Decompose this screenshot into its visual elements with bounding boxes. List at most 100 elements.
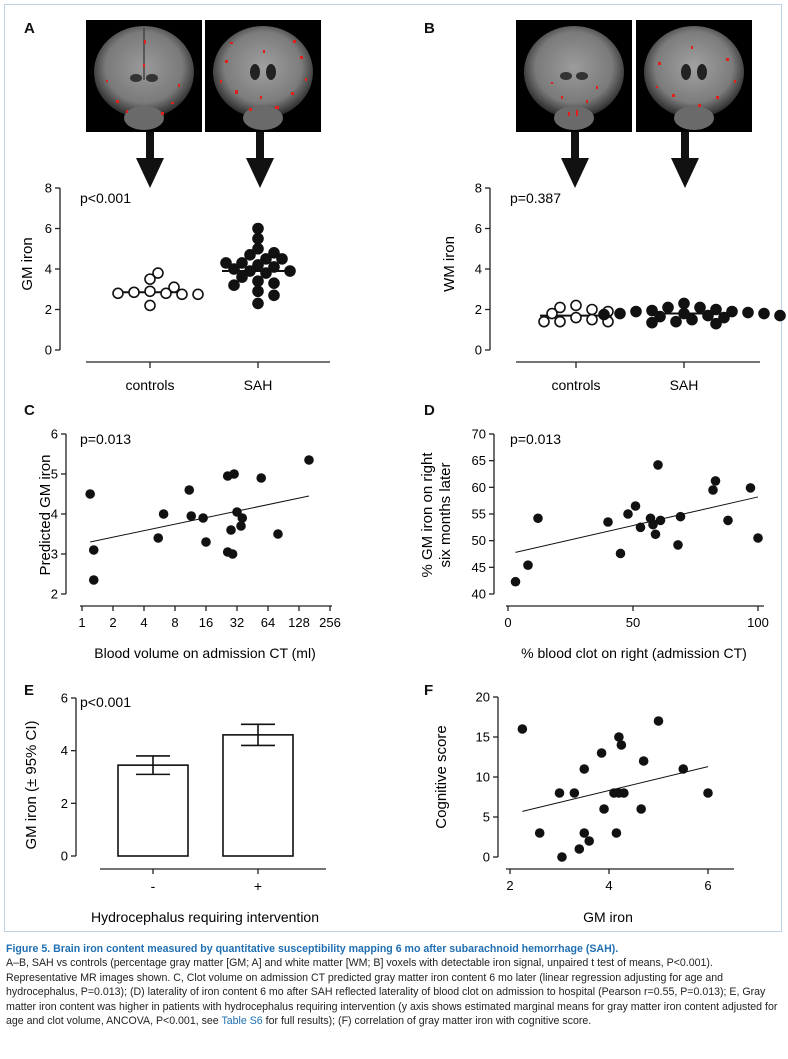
arrow-control-b	[571, 132, 579, 162]
panel-d-pvalue: p=0.013	[510, 431, 561, 447]
panel-a-data-point	[168, 281, 180, 294]
panel-d-data-point	[630, 501, 641, 511]
panel-a-data-point	[244, 249, 256, 261]
panel-d-data-point	[673, 540, 683, 550]
caption-table-link[interactable]: Table S6	[221, 1015, 263, 1028]
panel-c-x-tick-label: 32	[230, 615, 244, 630]
panel-f-y-tick-label: 15	[476, 730, 490, 745]
panel-a-data-point	[276, 253, 288, 265]
panel-d-y-tick-label: 40	[472, 587, 486, 602]
panel-f-data-point	[534, 828, 545, 838]
panel-b-data-point	[678, 297, 690, 310]
panel-a-y-tick-label: 0	[45, 343, 52, 358]
caption-body-part2: for full results); (F) correlation of gr…	[265, 1015, 592, 1028]
panel-a-data-point	[128, 286, 140, 299]
panel-c-xlabel: Blood volume on admission CT (ml)	[94, 645, 316, 661]
panel-c-data-point	[158, 509, 169, 519]
panel-c-data-point	[229, 469, 239, 479]
panel-a-data-point	[144, 285, 156, 298]
panel-label-e: E	[24, 682, 35, 699]
panel-f-data-point	[619, 788, 629, 798]
panel-a-data-point	[236, 257, 248, 269]
caption-body-part1: A–B, SAH vs controls (percentage gray ma…	[6, 957, 778, 1028]
panel-c-data-point	[184, 485, 195, 495]
panel-a-data-point	[252, 275, 264, 287]
panel-a-data-point	[252, 222, 264, 235]
panel-c-x-tick-label: 4	[140, 615, 147, 630]
panel-c-y-tick-label: 4	[51, 507, 58, 522]
panel-b-data-point	[646, 316, 658, 329]
panel-b-data-point	[742, 306, 754, 319]
panel-c-data-point	[236, 521, 246, 531]
mri-sah-wm-image	[636, 20, 752, 132]
panel-a-group-sah: SAH	[244, 377, 273, 393]
panel-c-y-tick-label: 6	[51, 427, 58, 442]
panel-a-data-point	[252, 259, 264, 271]
panel-f-data-point	[517, 724, 528, 734]
panel-a-data-point	[268, 277, 280, 289]
panel-b-data-point	[654, 310, 666, 323]
panel-c-x-tick-label: 8	[171, 615, 178, 630]
mri-control-image	[86, 20, 202, 132]
panel-c-data-point	[153, 533, 164, 543]
panel-d-data-point	[648, 519, 658, 530]
arrow-sah-b	[681, 132, 689, 162]
panel-a-data-point	[236, 271, 248, 283]
panel-c-x-tick-label: 2	[109, 615, 116, 630]
arrow-control-a-head	[136, 158, 164, 188]
panel-b-data-point	[570, 311, 582, 324]
panel-b-data-point	[554, 301, 566, 314]
panel-b-data-point	[586, 313, 598, 326]
panel-d-data-point	[745, 483, 756, 493]
panel-a-data-point	[228, 263, 240, 275]
panel-b-data-point	[694, 301, 706, 314]
panel-c-y-tick-label: 5	[51, 467, 58, 482]
panel-f-data-point	[616, 740, 627, 750]
panel-a-ylabel: GM iron	[19, 237, 36, 290]
panel-c-data-point	[198, 513, 208, 523]
panel-b-data-point	[554, 315, 566, 328]
panel-d-data-point	[753, 533, 763, 543]
panel-c-x-tick-label: 1	[78, 615, 85, 630]
panel-a-data-point	[220, 257, 232, 269]
caption-body: A–B, SAH vs controls (percentage gray ma…	[6, 956, 782, 1028]
panel-c-data-point	[237, 513, 248, 523]
panel-b-y-tick-label: 0	[475, 343, 482, 358]
arrow-control-a	[146, 132, 154, 162]
panel-c-y-tick-label: 3	[51, 547, 58, 562]
panel-b-group-controls: controls	[551, 377, 600, 393]
panel-b-data-point	[586, 303, 598, 316]
panel-f-data-point	[638, 756, 649, 766]
panel-d-y-tick-label: 45	[472, 560, 486, 575]
panel-a-data-point	[260, 267, 272, 279]
panel-a-data-point	[268, 261, 280, 273]
figure-caption: Figure 5. Brain iron content measured by…	[6, 942, 782, 1028]
panel-d-data-point	[635, 522, 646, 533]
panel-b-data-point	[598, 308, 610, 321]
mri-control-wm-image	[516, 20, 632, 132]
panel-b-chart: 0 2 4 6 8 WM iron p=0.387 controls SAH	[441, 181, 786, 393]
panel-a-data-point	[268, 247, 280, 259]
panel-a-y-tick-label: 2	[45, 302, 52, 317]
arrow-sah-a	[256, 132, 264, 162]
mri-sah-brain	[213, 26, 313, 130]
panel-d-ylabel-line2: six months later	[437, 462, 454, 567]
panel-e-bar	[222, 734, 294, 857]
panel-d-data-point	[655, 515, 666, 526]
panel-f-data-point	[614, 732, 624, 742]
panel-f-data-point	[611, 828, 622, 838]
panel-d-data-point	[603, 517, 613, 527]
panel-a-data-point	[228, 279, 240, 291]
panel-a-data-point	[252, 242, 264, 255]
panel-d-ylabel-line1: % GM iron on right	[419, 452, 436, 578]
panel-a-pvalue: p<0.001	[80, 190, 131, 206]
panel-b-ylabel: WM iron	[441, 236, 458, 292]
panel-f-data-point	[569, 788, 580, 798]
panel-d-x-tick-label: 50	[626, 615, 640, 630]
panel-e-ylabel: GM iron (± 95% CI)	[23, 720, 40, 849]
panel-a-y-tick-label: 6	[45, 221, 52, 236]
panel-f-data-point	[678, 764, 689, 774]
panel-b-data-point	[570, 299, 582, 312]
caption-title: Figure 5. Brain iron content measured by…	[6, 942, 782, 956]
